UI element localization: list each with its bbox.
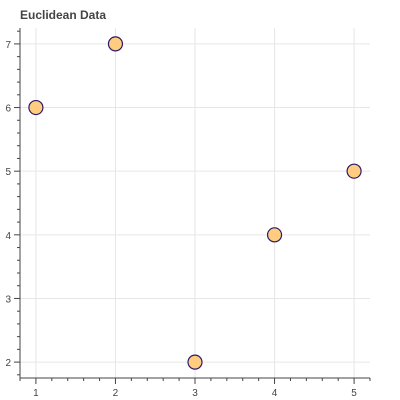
- x-tick-label: 4: [272, 388, 278, 399]
- scatter-point: [28, 99, 44, 116]
- x-tick-label: 3: [192, 388, 198, 399]
- y-tick-label: 7: [5, 40, 11, 51]
- x-tick-label: 2: [113, 388, 119, 399]
- x-tick-label: 5: [351, 388, 357, 399]
- scatter-point: [346, 163, 362, 179]
- scatter-point: [266, 227, 283, 243]
- y-tick-label: 3: [5, 294, 11, 305]
- x-tick-label: 1: [33, 388, 39, 399]
- y-tick-label: 4: [5, 231, 11, 242]
- scatter-point: [107, 36, 124, 52]
- y-tick-label: 2: [5, 358, 11, 369]
- y-tick-label: 5: [5, 167, 11, 178]
- axes: 1 2 3 4 5 2 3 4 5 6 7: [5, 28, 371, 399]
- chart-title: Euclidean Data: [20, 8, 106, 22]
- data-points: [28, 36, 362, 370]
- y-tick-label: 6: [5, 104, 11, 115]
- scatter-point: [187, 354, 203, 370]
- grid-lines: [20, 28, 370, 378]
